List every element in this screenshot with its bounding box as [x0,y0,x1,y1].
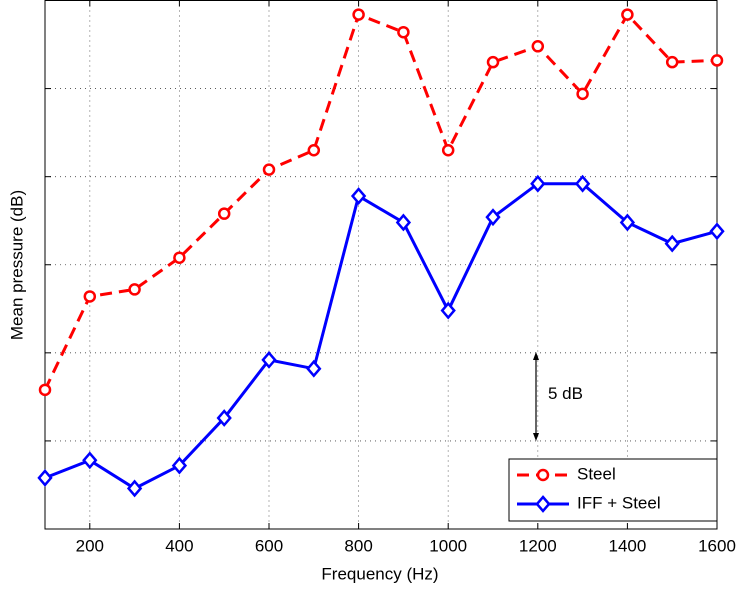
marker [576,87,589,101]
legend-marker [535,495,551,513]
marker [173,251,186,264]
marker [530,174,546,193]
x-tick-label: 200 [76,536,104,555]
legend-marker [536,468,550,482]
marker [709,222,725,241]
y-axis-label: Mean pressure (dB) [7,190,26,340]
marker [128,283,141,296]
marker [395,213,412,232]
series-line [43,12,718,391]
marker [171,456,188,475]
x-tick-label: 800 [344,536,372,555]
marker [217,207,231,220]
marker [397,25,410,39]
marker [710,54,724,67]
marker [126,479,143,498]
legend-label: IFF + Steel [577,493,661,512]
marker [665,55,679,69]
marker [37,468,53,487]
marker [350,187,367,205]
marker [306,359,322,378]
series-line [44,182,718,491]
x-tick-label: 1400 [608,536,646,555]
legend-label: Steel [577,464,616,483]
marker [664,234,680,253]
marker [216,409,232,427]
plot-frame [44,0,718,530]
marker [261,350,277,369]
marker [440,301,456,320]
marker [82,451,98,470]
marker [352,8,365,21]
x-tick-label: 1000 [429,536,467,555]
x-tick-label: 400 [165,536,193,555]
marker [621,8,634,21]
x-tick-label: 600 [255,536,283,555]
marker [531,40,545,53]
marker [486,55,500,69]
marker [574,174,591,193]
marker [83,290,97,303]
x-tick-label: 1600 [698,536,736,555]
annotation: 5 dB [548,384,583,403]
x-axis-label: Frequency (Hz) [321,564,438,583]
marker [441,143,455,157]
marker [262,163,276,176]
marker [485,208,501,227]
marker [619,213,636,232]
marker [307,143,321,157]
x-tick-label: 1200 [519,536,557,555]
marker [38,383,52,397]
